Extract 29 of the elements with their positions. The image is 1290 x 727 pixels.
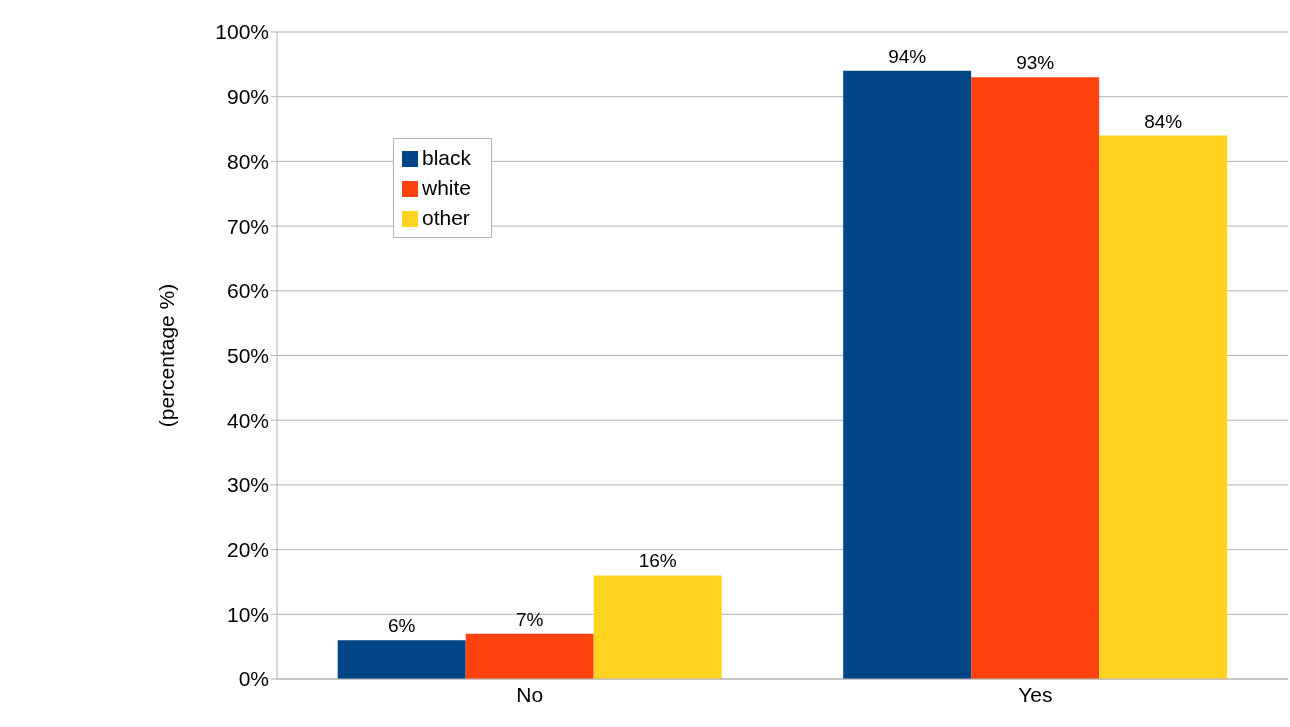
x-tick-label: No [516, 682, 544, 706]
y-tick-label: 100% [215, 20, 270, 44]
data-label: 84% [1144, 110, 1183, 132]
legend-label: other [422, 206, 470, 229]
bar [337, 640, 466, 679]
bar [465, 633, 594, 679]
y-tick-label: 80% [227, 149, 270, 173]
y-tick-label: 40% [227, 408, 270, 432]
y-tick-label: 0% [238, 667, 270, 691]
x-tick-label: Yes [1018, 682, 1053, 706]
data-label: 7% [515, 608, 544, 630]
y-tick-label: 20% [227, 538, 270, 562]
data-label: 93% [1016, 52, 1055, 74]
y-axis-title: (percentage %) [155, 283, 179, 428]
data-label: 94% [888, 45, 927, 67]
y-tick-label: 90% [227, 85, 270, 109]
bar [593, 575, 722, 679]
legend-label: black [422, 146, 472, 169]
bar [1099, 135, 1228, 679]
y-tick-label: 30% [227, 473, 270, 497]
y-tick-label: 70% [227, 214, 270, 238]
y-tick-label: 10% [227, 602, 270, 626]
data-label: 6% [387, 615, 416, 637]
bar [843, 70, 972, 679]
y-tick-label: 50% [227, 343, 270, 367]
data-label: 16% [638, 550, 677, 572]
legend-label: white [422, 176, 472, 199]
y-tick-label: 60% [227, 279, 270, 303]
bar [971, 77, 1100, 679]
